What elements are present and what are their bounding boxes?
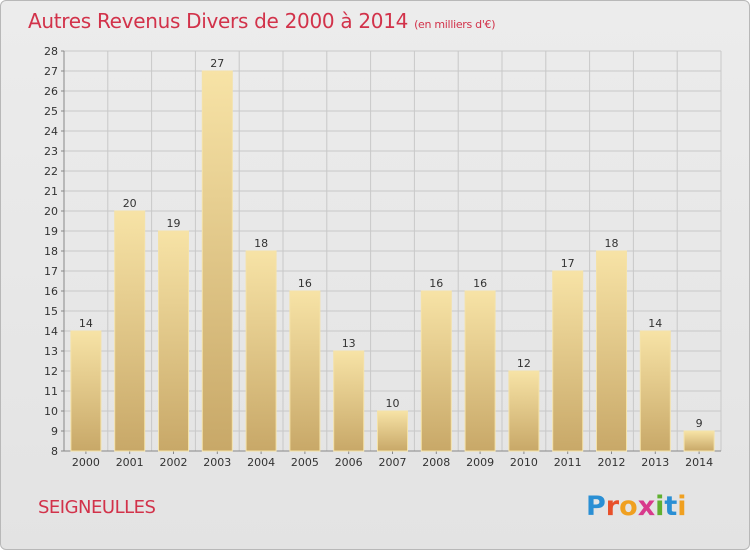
- y-tick-label: 20: [44, 205, 58, 218]
- y-tick-label: 25: [44, 105, 58, 118]
- value-label: 14: [79, 317, 93, 330]
- bars: [70, 70, 715, 452]
- bar: [464, 290, 496, 452]
- bar: [377, 410, 408, 452]
- x-tick-label: 2013: [641, 456, 669, 469]
- logo-letter: P: [586, 491, 606, 522]
- value-label: 17: [561, 257, 575, 270]
- chart-title: Autres Revenus Divers de 2000 à 2014 (en …: [28, 9, 496, 33]
- x-tick-label: 2005: [291, 456, 319, 469]
- x-tick-label: 2008: [422, 456, 450, 469]
- logo-letter: i: [655, 491, 665, 522]
- value-label: 16: [298, 277, 312, 290]
- logo-letter: i: [677, 491, 687, 522]
- y-tick-label: 18: [44, 245, 58, 258]
- value-label: 18: [254, 237, 268, 250]
- y-tick-label: 11: [44, 385, 58, 398]
- bar: [639, 330, 671, 452]
- y-tick-label: 16: [44, 285, 58, 298]
- value-label: 12: [517, 357, 531, 370]
- y-tick-label: 23: [44, 145, 58, 158]
- x-tick-label: 2000: [72, 456, 100, 469]
- x-tick-label: 2011: [554, 456, 582, 469]
- value-label: 18: [605, 237, 619, 250]
- y-tick-label: 22: [44, 165, 58, 178]
- x-tick-label: 2003: [203, 456, 231, 469]
- bar: [245, 250, 277, 452]
- y-tick-label: 13: [44, 345, 58, 358]
- value-label: 9: [696, 417, 703, 430]
- value-label: 16: [473, 277, 487, 290]
- title-text: Autres Revenus Divers de 2000 à 2014: [28, 9, 409, 33]
- x-tick-label: 2006: [335, 456, 363, 469]
- x-tick-label: 2009: [466, 456, 494, 469]
- value-label: 16: [429, 277, 443, 290]
- x-tick-label: 2012: [598, 456, 626, 469]
- logo-letter: x: [637, 491, 656, 522]
- bar: [420, 290, 452, 452]
- x-tick-label: 2004: [247, 456, 275, 469]
- bar: [508, 370, 540, 452]
- bar: [70, 330, 102, 452]
- bar: [114, 210, 146, 452]
- value-label: 20: [123, 197, 137, 210]
- x-tick-label: 2002: [160, 456, 188, 469]
- value-label: 13: [342, 337, 356, 350]
- logo-letter: t: [664, 491, 678, 522]
- value-labels: 14 20 19 27 18 16 13 10 16 16 12 17 18 14 9: [79, 57, 703, 430]
- y-tick-label: 8: [51, 445, 58, 458]
- y-tick-label: 14: [44, 325, 58, 338]
- y-tick-label: 27: [44, 65, 58, 78]
- y-tick-label: 15: [44, 305, 58, 318]
- bar: [333, 350, 365, 452]
- value-label: 19: [167, 217, 181, 230]
- bar: [158, 230, 189, 452]
- bar: [552, 270, 584, 452]
- logo-letter: r: [605, 491, 620, 522]
- y-tick-label: 12: [44, 365, 58, 378]
- y-tick-label: 9: [51, 425, 58, 438]
- y-tick-label: 26: [44, 85, 58, 98]
- commune-name: SEIGNEULLES: [38, 497, 156, 518]
- y-tick-label: 28: [44, 45, 58, 58]
- bar: [289, 290, 321, 452]
- value-label: 14: [648, 317, 662, 330]
- logo-letter: o: [619, 491, 638, 522]
- bar: [683, 430, 715, 452]
- y-tick-label: 21: [44, 185, 58, 198]
- y-tick-label: 24: [44, 125, 58, 138]
- x-tick-label: 2007: [379, 456, 407, 469]
- value-label: 27: [210, 57, 224, 70]
- title-unit: (en milliers d'€): [414, 18, 496, 31]
- proxiti-logo: Proxiti: [586, 491, 687, 522]
- bar: [201, 70, 233, 452]
- x-tick-label: 2001: [116, 456, 144, 469]
- y-tick-label: 17: [44, 265, 58, 278]
- bar: [596, 250, 627, 452]
- x-tick-label: 2010: [510, 456, 538, 469]
- y-tick-label: 10: [44, 405, 58, 418]
- y-tick-label: 19: [44, 225, 58, 238]
- x-tick-label: 2014: [685, 456, 713, 469]
- value-label: 10: [386, 397, 400, 410]
